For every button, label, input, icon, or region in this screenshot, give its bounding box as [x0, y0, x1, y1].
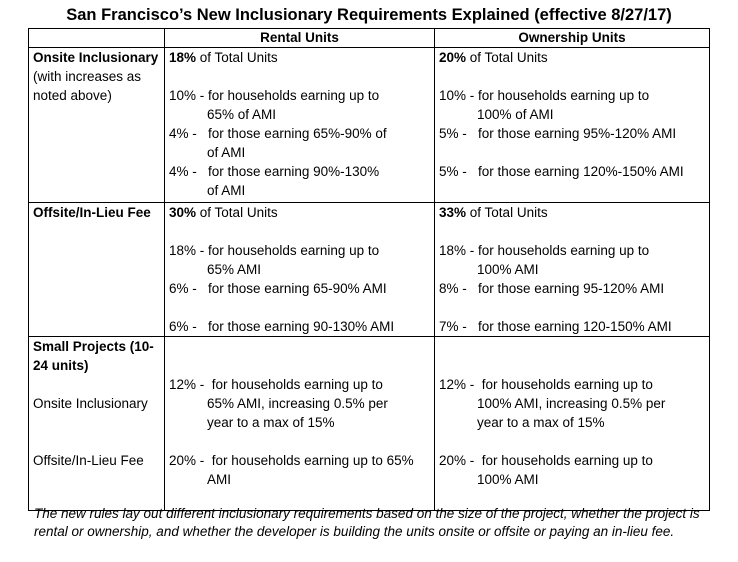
onsite-ownership-total-pct: 20%: [439, 50, 467, 65]
table-caption: The new rules lay out different inclusio…: [34, 506, 700, 539]
small-offsite-label: Offsite/In-Lieu Fee: [33, 453, 144, 468]
small-onsite-label: Onsite Inclusionary: [33, 396, 148, 411]
header-ownership-units: Ownership Units: [434, 28, 710, 48]
offsite-rental-total-pct: 30%: [169, 205, 197, 220]
document-title: San Francisco’s New Inclusionary Require…: [66, 6, 672, 24]
offsite-ownership-tier-3: 7% - for those earning 120-150% AMI: [439, 319, 672, 334]
onsite-rental-tier-1: 10% - for households earning up to: [169, 88, 380, 103]
onsite-rental-total-pct: 18%: [169, 50, 197, 65]
header-rental-units: Rental Units: [164, 28, 435, 48]
offsite-label: Offsite/In-Lieu Fee: [33, 205, 151, 220]
table-row-offsite: Offsite/In-Lieu Fee 30% of Total Units 1…: [28, 202, 710, 337]
offsite-ownership-total-pct: 33%: [439, 205, 467, 220]
row-label-offsite: Offsite/In-Lieu Fee: [28, 202, 165, 337]
offsite-rental-tier-3: 6% - for those earning 90-130% AMI: [169, 319, 395, 334]
offsite-rental-cell: 30% of Total Units 18% - for households …: [164, 202, 435, 337]
small-rental-cell: 12% - for households earning up to 65% A…: [164, 336, 435, 511]
onsite-label: Onsite Inclusionary: [33, 50, 159, 65]
small-ownership-onsite: 12% - for households earning up to: [439, 377, 653, 392]
offsite-ownership-total-text: of Total Units: [466, 205, 548, 220]
table-header-row: Rental Units Ownership Units: [28, 28, 710, 48]
onsite-rental-tier-2: 4% - for those earning 65%-90% of: [169, 126, 387, 141]
onsite-ownership-tier-2: 5% - for those earning 95%-120% AMI: [439, 126, 677, 141]
onsite-rental-total-text: of Total Units: [196, 50, 278, 65]
small-rental-offsite: 20% - for households earning up to 65%: [169, 453, 414, 468]
onsite-ownership-total-text: of Total Units: [466, 50, 548, 65]
offsite-rental-total-text: of Total Units: [196, 205, 278, 220]
onsite-ownership-cell: 20% of Total Units 10% - for households …: [434, 47, 710, 203]
onsite-rental-cell: 18% of Total Units 10% - for households …: [164, 47, 435, 203]
table-row-small-projects: Small Projects (10-24 units) Onsite Incl…: [28, 336, 710, 511]
offsite-ownership-tier-2: 8% - for those earning 95-120% AMI: [439, 281, 665, 296]
onsite-rental-tier-3: 4% - for those earning 90%-130%: [169, 164, 380, 179]
small-ownership-offsite: 20% - for households earning up to: [439, 453, 653, 468]
small-ownership-cell: 12% - for households earning up to 100% …: [434, 336, 710, 511]
offsite-rental-tier-1: 18% - for households earning up to: [169, 243, 380, 258]
requirements-table: Rental Units Ownership Units Onsite Incl…: [28, 28, 710, 511]
offsite-ownership-cell: 33% of Total Units 18% - for households …: [434, 202, 710, 337]
small-projects-label: Small Projects (10-24 units): [33, 339, 154, 373]
onsite-ownership-tier-1: 10% - for households earning up to: [439, 88, 650, 103]
offsite-rental-tier-2: 6% - for those earning 65-90% AMI: [169, 281, 387, 296]
table-row-onsite: Onsite Inclusionary (with increases as n…: [28, 47, 710, 203]
onsite-ownership-tier-3: 5% - for those earning 120%-150% AMI: [439, 164, 684, 179]
row-label-onsite: Onsite Inclusionary (with increases as n…: [28, 47, 165, 203]
header-empty-cell: [28, 28, 165, 48]
row-label-small-projects: Small Projects (10-24 units) Onsite Incl…: [28, 336, 165, 511]
offsite-ownership-tier-1: 18% - for households earning up to: [439, 243, 650, 258]
onsite-label-note: (with increases as noted above): [33, 69, 142, 103]
small-rental-onsite: 12% - for households earning up to: [169, 377, 383, 392]
